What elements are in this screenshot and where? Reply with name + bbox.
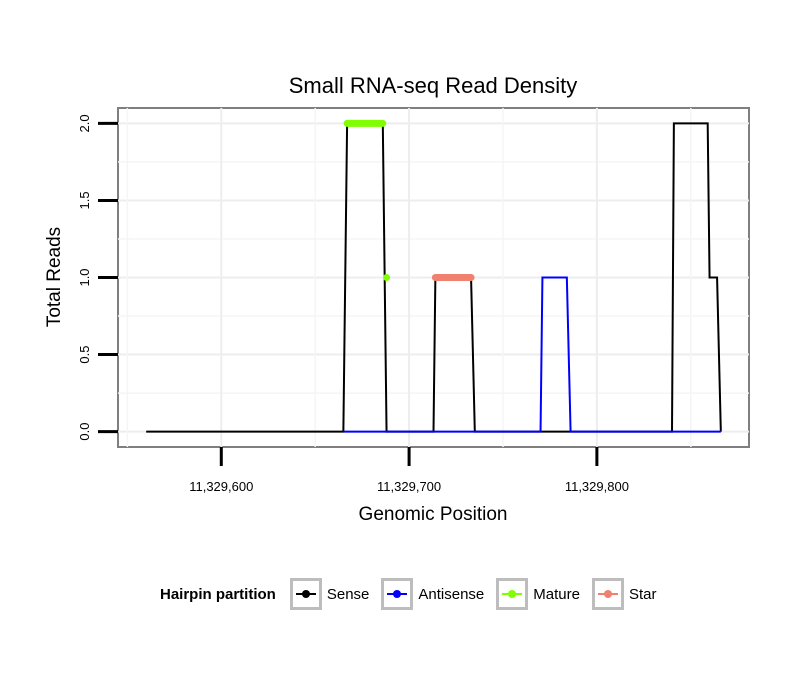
y-axis-label: Total Reads [44, 227, 65, 327]
x-tick-label: 11,329,800 [565, 479, 629, 494]
legend-label-star: Star [628, 585, 657, 603]
legend-title: Hairpin partition [160, 585, 276, 603]
legend-item-antisense: Antisense [381, 578, 490, 610]
legend-key-star [591, 578, 624, 610]
x-tick-label: 11,329,700 [377, 479, 441, 494]
x-axis-label: Genomic Position [359, 504, 508, 525]
y-tick-label: 1.0 [77, 268, 92, 286]
grid [118, 108, 749, 447]
series-line-antisense [343, 276, 721, 433]
legend-label-antisense: Antisense [418, 585, 485, 603]
legend-item-mature: Mature [496, 578, 586, 610]
axes: 0.0 0.5 1.0 1.5 2.0 11,329,600 11,329,700 11,32… [77, 114, 629, 494]
series-layer [146, 119, 722, 433]
chart-title: Small RNA-seq Read Density [289, 73, 578, 98]
legend-item-star: Star [591, 578, 663, 610]
legend-item-sense: Sense [289, 578, 376, 610]
legend-label-sense: Sense [326, 585, 370, 603]
x-tick-label: 11,329,600 [189, 479, 253, 494]
legend-key-antisense [381, 578, 414, 610]
y-tick-label: 0.0 [77, 423, 92, 441]
y-tick-label: 0.5 [77, 346, 92, 364]
legend-key-sense [289, 578, 322, 610]
y-tick-label: 1.5 [77, 191, 92, 209]
legend: Hairpin partition Sense Antisense Mature… [160, 578, 668, 610]
legend-key-mature [496, 578, 529, 610]
legend-label-mature: Mature [533, 585, 580, 603]
y-tick-label: 2.0 [77, 114, 92, 132]
